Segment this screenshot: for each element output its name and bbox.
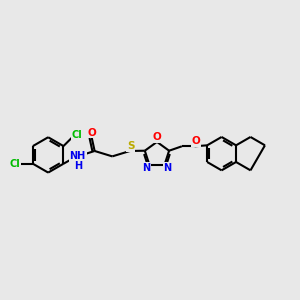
Text: N: N [163,163,172,173]
Text: H: H [74,161,82,171]
Text: Cl: Cl [9,159,20,169]
Text: Cl: Cl [72,130,83,140]
Text: O: O [191,136,200,146]
Text: NH: NH [70,152,86,161]
Text: N: N [142,163,151,173]
Text: S: S [127,141,134,151]
Text: O: O [152,133,161,142]
Text: O: O [87,128,96,138]
